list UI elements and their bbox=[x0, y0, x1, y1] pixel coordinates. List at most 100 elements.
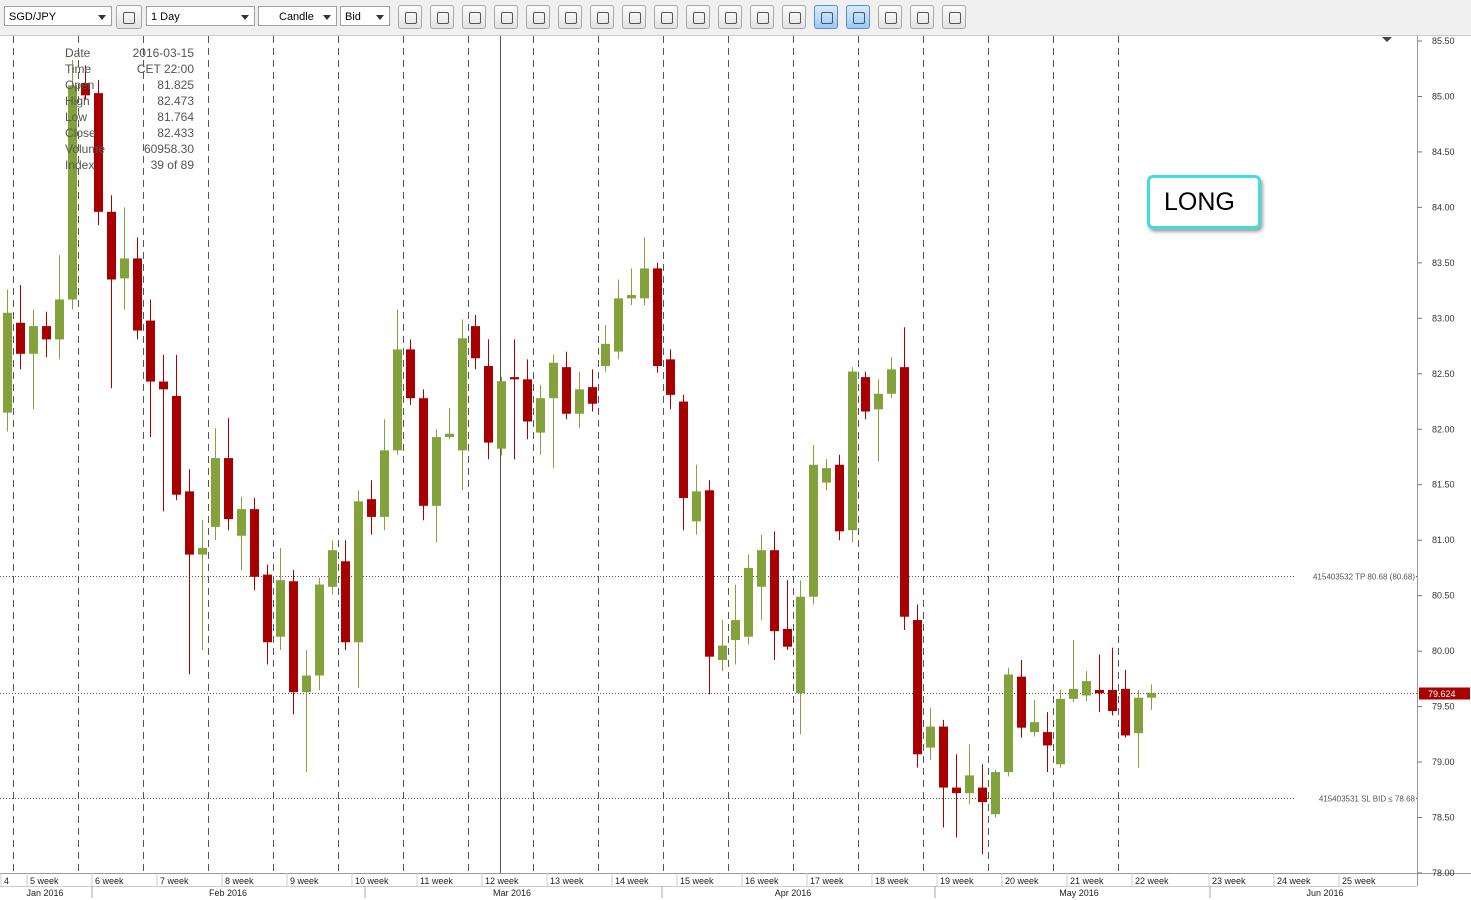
candle-body bbox=[1043, 732, 1052, 746]
candle-body bbox=[185, 491, 194, 555]
info-value: CET 22:00 bbox=[137, 62, 194, 76]
candle-body bbox=[393, 349, 402, 451]
candle-body bbox=[1121, 688, 1130, 736]
y-tick-label: 82.50 bbox=[1432, 369, 1455, 379]
x-week-label: 23 week bbox=[1212, 876, 1246, 886]
y-tick-label: 80.00 bbox=[1432, 646, 1455, 656]
x-week-label: 24 week bbox=[1277, 876, 1311, 886]
annotation: LONG bbox=[1147, 175, 1261, 229]
candle-body bbox=[666, 359, 675, 395]
candle-body bbox=[796, 596, 805, 694]
candle-body bbox=[601, 343, 610, 367]
candle-body bbox=[16, 322, 25, 354]
add-instrument-button[interactable] bbox=[116, 5, 142, 29]
candle-body bbox=[965, 775, 974, 794]
candle-body bbox=[731, 620, 740, 641]
candle-body bbox=[848, 371, 857, 531]
candle-body bbox=[1069, 688, 1078, 699]
candle-body bbox=[705, 490, 714, 657]
candle-body bbox=[42, 326, 51, 340]
toolbar-button[interactable] bbox=[398, 5, 422, 29]
candle-body bbox=[289, 581, 298, 693]
toolbar-button[interactable] bbox=[878, 5, 902, 29]
x-month-label: Feb 2016 bbox=[209, 888, 247, 898]
period-select[interactable]: 1 Day bbox=[146, 6, 255, 26]
x-week-label: 7 week bbox=[160, 876, 189, 886]
candle-body bbox=[900, 367, 909, 617]
candle-body bbox=[94, 93, 103, 212]
candle-body bbox=[627, 295, 636, 299]
candle-body bbox=[653, 268, 662, 367]
toolbar-button[interactable] bbox=[782, 5, 806, 29]
toolbar-button[interactable] bbox=[494, 5, 518, 29]
x-week-label: 21 week bbox=[1070, 876, 1104, 886]
x-week-label: 11 week bbox=[420, 876, 453, 886]
x-week-label: 20 week bbox=[1005, 876, 1039, 886]
toolbar-button[interactable] bbox=[430, 5, 454, 29]
x-week-label: 14 week bbox=[615, 876, 649, 886]
side-select[interactable]: Bid bbox=[340, 6, 390, 26]
chart-style-select[interactable]: Candle bbox=[258, 6, 337, 26]
x-week-label: 13 week bbox=[550, 876, 584, 886]
x-week-label: 9 week bbox=[290, 876, 319, 886]
candle-body bbox=[549, 362, 558, 399]
toolbar-button[interactable] bbox=[846, 5, 870, 29]
candle-body bbox=[367, 499, 376, 517]
x-week-label: 19 week bbox=[940, 876, 974, 886]
info-value: 39 of 89 bbox=[151, 158, 195, 172]
candle-body bbox=[926, 726, 935, 748]
candle-body bbox=[562, 367, 571, 414]
info-value: 82.433 bbox=[157, 126, 194, 140]
candle-body bbox=[458, 338, 467, 451]
candle-body bbox=[783, 628, 792, 647]
info-label: Time bbox=[65, 62, 92, 76]
candle-body bbox=[81, 83, 90, 96]
x-week-label: 25 week bbox=[1342, 876, 1376, 886]
x-week-label: 5 week bbox=[30, 876, 59, 886]
symbol-select[interactable]: SGD/JPY bbox=[4, 6, 112, 26]
candle-body bbox=[432, 437, 441, 506]
candle-body bbox=[679, 401, 688, 499]
candle-body bbox=[198, 547, 207, 555]
order-label: 415403531 SL BID ≤ 78.68 bbox=[1319, 795, 1416, 804]
toolbar-button[interactable] bbox=[622, 5, 646, 29]
candle-body bbox=[1147, 692, 1156, 698]
current-price-box bbox=[1419, 687, 1470, 700]
candle-body bbox=[575, 389, 584, 414]
toolbar-button[interactable] bbox=[942, 5, 966, 29]
toolbar-button[interactable] bbox=[750, 5, 774, 29]
toolbar-button[interactable] bbox=[686, 5, 710, 29]
toolbar-button[interactable] bbox=[910, 5, 934, 29]
candle-body bbox=[692, 491, 701, 522]
toolbar-button[interactable] bbox=[590, 5, 614, 29]
order-label-bg bbox=[1296, 793, 1416, 804]
order-label: 415403532 TP 80.68 (80.68) bbox=[1313, 573, 1415, 582]
x-month-label: Jun 2016 bbox=[1306, 888, 1343, 898]
candle-body bbox=[874, 393, 883, 410]
candle-body bbox=[1004, 674, 1013, 773]
toolbar-button[interactable] bbox=[654, 5, 678, 29]
toolbar-button[interactable] bbox=[526, 5, 550, 29]
y-tick-label: 83.50 bbox=[1432, 258, 1455, 268]
x-week-label: 22 week bbox=[1135, 876, 1169, 886]
candle-body bbox=[328, 550, 337, 587]
order-label-bg bbox=[1296, 571, 1416, 582]
candle-body bbox=[211, 458, 220, 527]
candle-body bbox=[588, 387, 597, 404]
chart: 78.00 78.50 79.00 79.50 80.00 80.50 81.00 81.50… bbox=[0, 36, 1471, 898]
info-panel: Date 2016-03-15 Time CET 22:00 Open 81.825 Hig… bbox=[65, 46, 194, 172]
toolbar-button[interactable] bbox=[558, 5, 582, 29]
toolbar-button[interactable] bbox=[462, 5, 486, 29]
toolbar-button[interactable] bbox=[814, 5, 838, 29]
x-week-label: 17 week bbox=[810, 876, 844, 886]
toolbar-button[interactable] bbox=[718, 5, 742, 29]
y-tick-label: 81.00 bbox=[1432, 535, 1455, 545]
candle-body bbox=[523, 379, 532, 422]
x-week-label: 6 week bbox=[95, 876, 124, 886]
scroll-marker bbox=[1382, 37, 1392, 42]
candle-body bbox=[614, 298, 623, 352]
candle-body bbox=[991, 772, 1000, 815]
candle-body bbox=[237, 509, 246, 536]
candle-body bbox=[770, 550, 779, 632]
